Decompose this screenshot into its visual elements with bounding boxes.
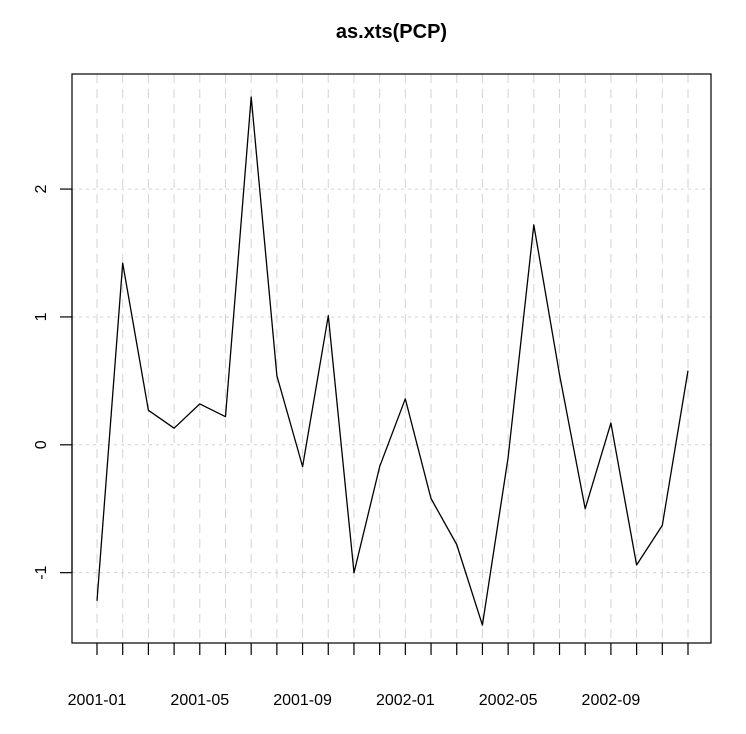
plot-frame	[71, 73, 712, 644]
chart-title: as.xts(PCP)	[336, 21, 447, 43]
x-tick-label: 2002-09	[582, 692, 641, 709]
x-tick-label: 2001-09	[273, 692, 332, 709]
x-tick-label: 2001-05	[170, 692, 229, 709]
x-axis: 2001-01 2001-05 2001-09 2002-01 2002-05 2002-…	[68, 643, 689, 709]
y-tick-label: -1	[33, 565, 50, 579]
grid-lines	[72, 74, 711, 643]
x-tick-label: 2002-05	[479, 692, 538, 709]
x-tick-label: 2002-01	[376, 692, 435, 709]
y-axis: -1 0 1 2	[33, 185, 73, 580]
y-tick-label: 1	[33, 312, 50, 321]
series-line	[96, 96, 689, 626]
x-tick-label: 2001-01	[68, 692, 127, 709]
y-tick-label: 2	[33, 185, 50, 194]
series-layer	[96, 96, 689, 626]
y-tick-label: 0	[33, 440, 50, 449]
